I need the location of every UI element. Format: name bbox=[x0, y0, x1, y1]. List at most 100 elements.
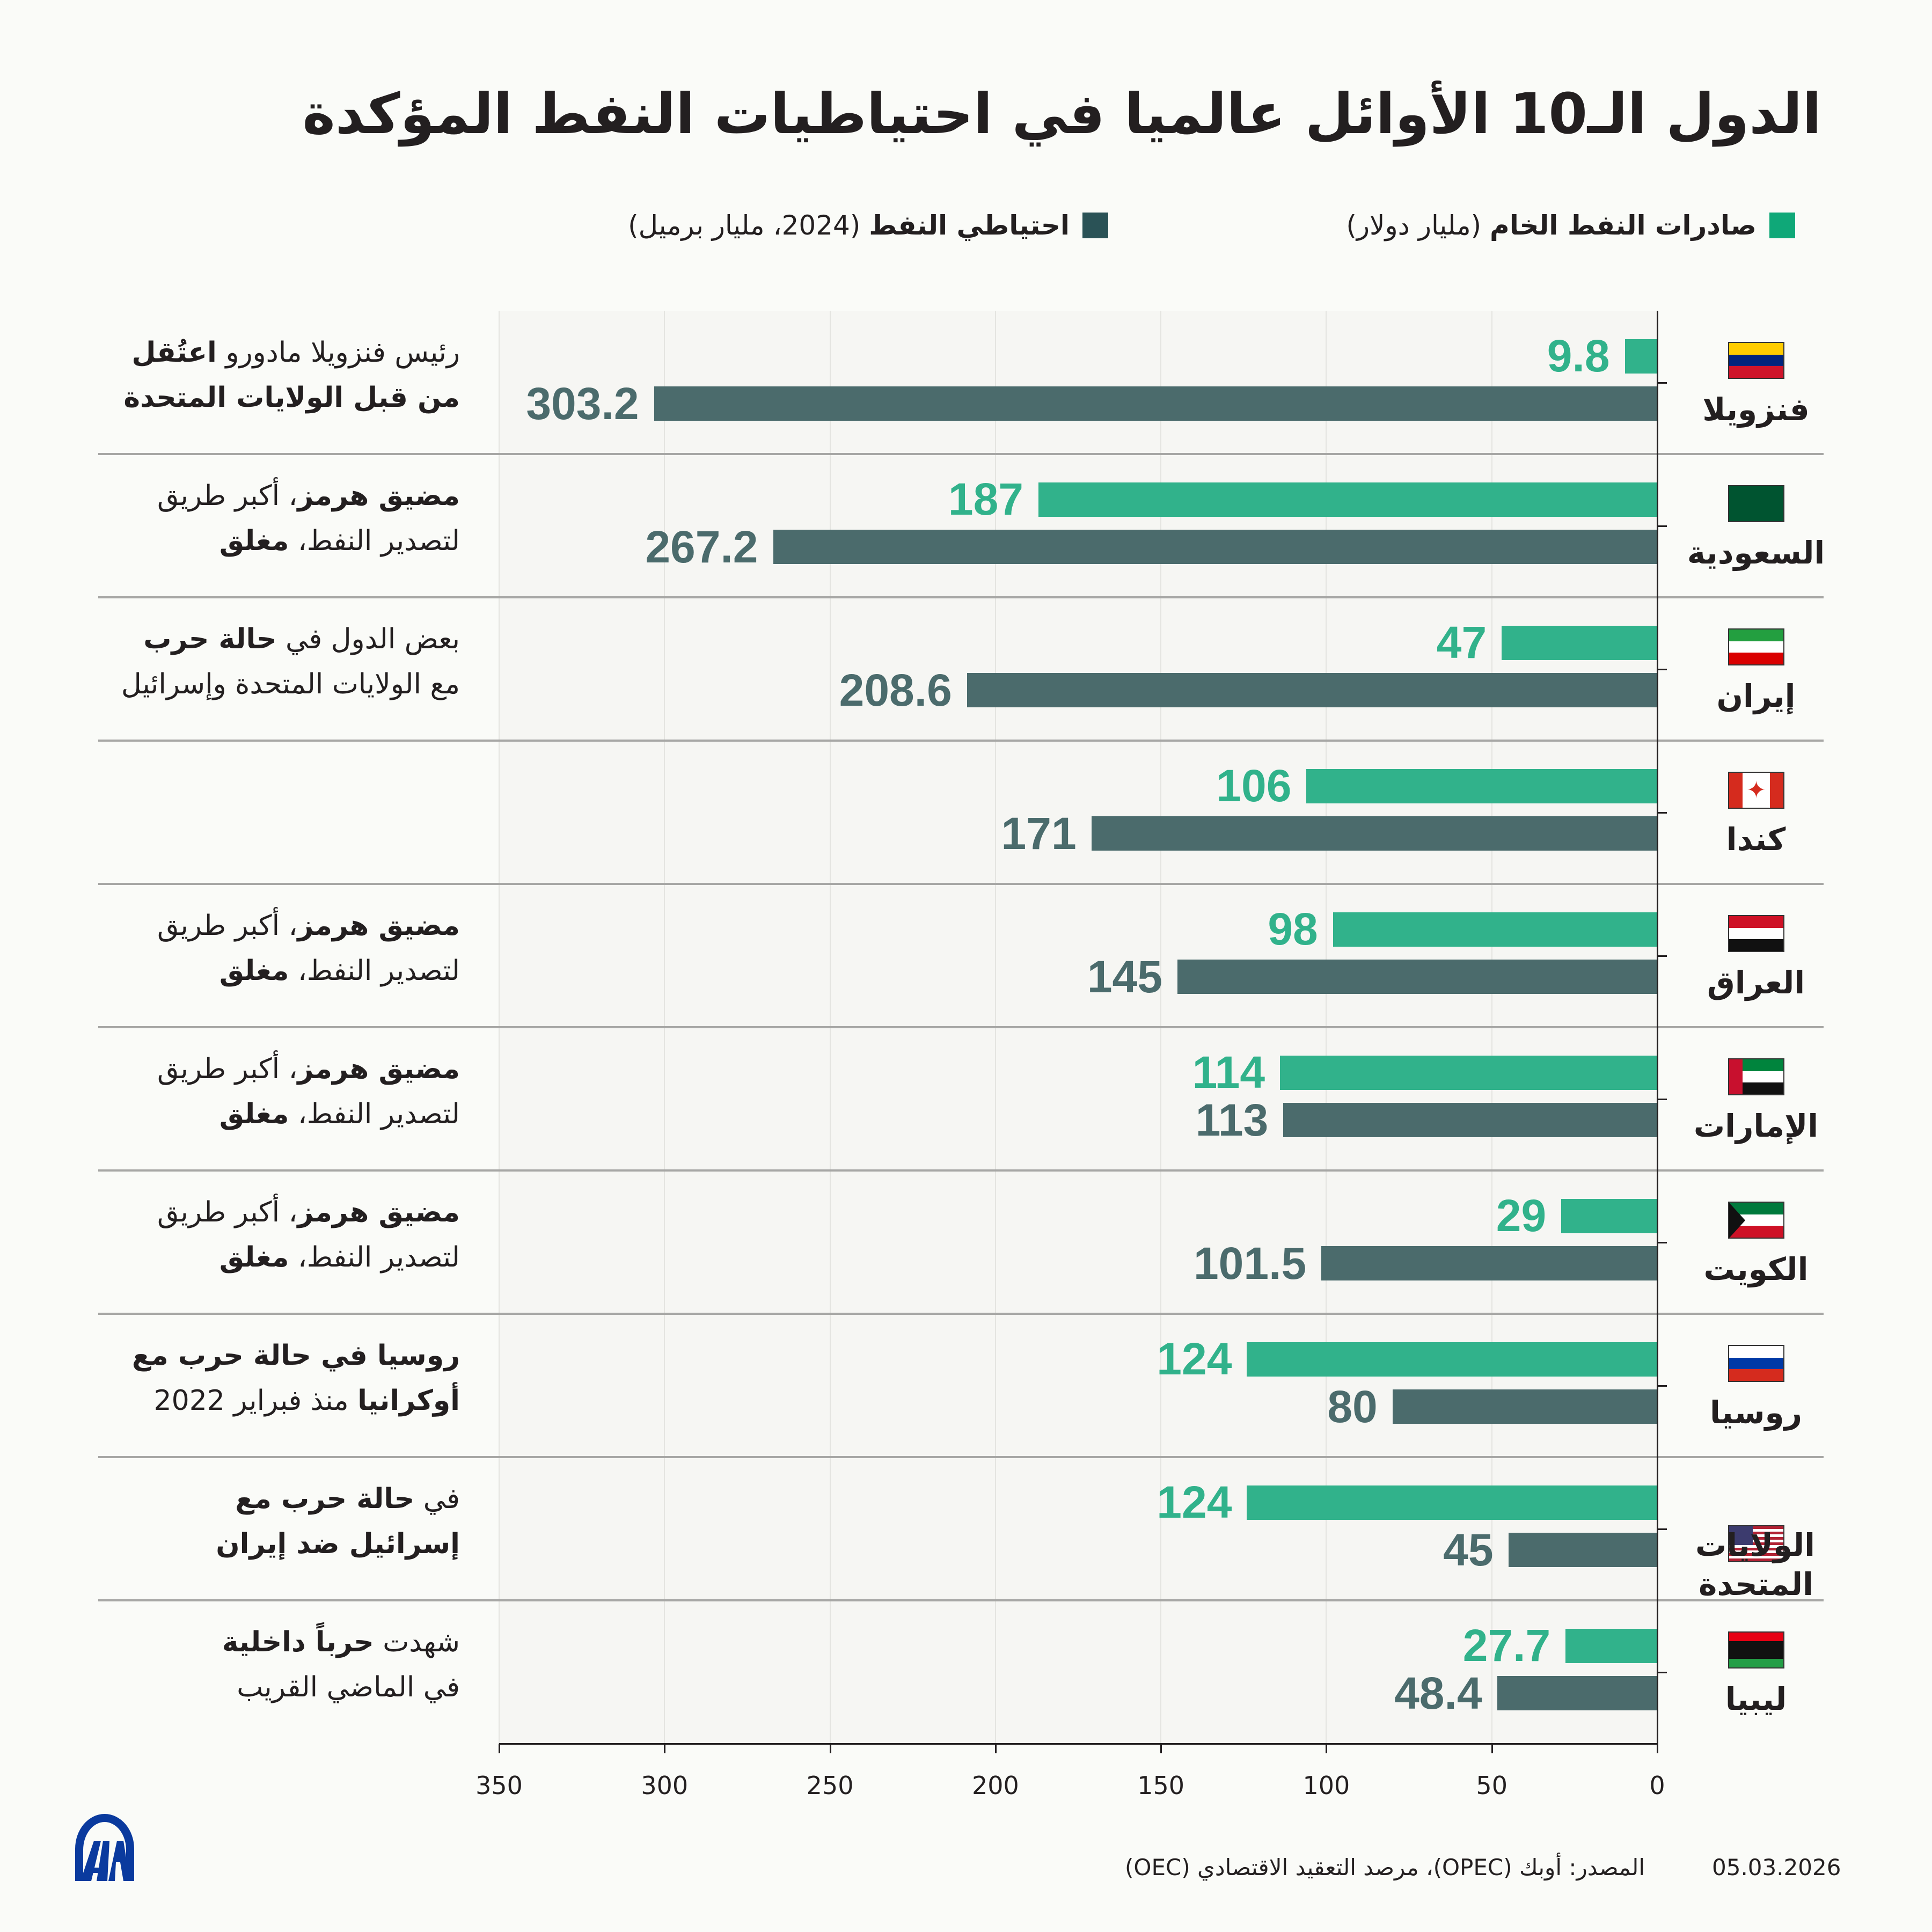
bar-reserves[interactable] bbox=[1497, 1676, 1657, 1710]
bar-reserves[interactable] bbox=[1321, 1246, 1657, 1280]
y-tick-mark bbox=[1657, 1241, 1667, 1243]
annotation-emphasis: حالة حرب مع bbox=[235, 1483, 415, 1515]
annotation-line: مضيق هرمز، أكبر طريق bbox=[157, 1198, 460, 1226]
data-label-exports: 98 bbox=[1268, 904, 1318, 954]
chart-title: الدول الـ10 الأوائل عالميا في احتياطيات … bbox=[302, 81, 1821, 147]
x-tick-label: 150 bbox=[1137, 1771, 1185, 1800]
data-label-exports: 124 bbox=[1157, 1334, 1232, 1384]
flag-canada-icon: ✦ bbox=[1728, 772, 1784, 809]
x-tick-mark bbox=[829, 1744, 831, 1753]
annotation-emphasis: مضيق هرمز bbox=[297, 910, 460, 942]
x-axis-line bbox=[499, 1743, 1658, 1745]
row-separator bbox=[98, 596, 1824, 598]
y-tick-mark bbox=[1657, 668, 1667, 670]
annotation-text: مع الولايات المتحدة وإسرائيل bbox=[121, 668, 460, 700]
bar-exports[interactable] bbox=[1502, 626, 1657, 660]
country-name: السعودية bbox=[1687, 535, 1825, 571]
legend-item-exports: صادرات النفط الخام (مليار دولار) bbox=[1346, 212, 1795, 239]
bar-chart: 350 300 250 200 150 100 50 0 9.8 303.2 فنزويلا رئيس… bbox=[0, 0, 1932, 1800]
annotation-emphasis: مضيق هرمز bbox=[297, 1053, 460, 1085]
annotation-line: لتصدير النفط، مغلق bbox=[219, 957, 460, 985]
y-tick-mark bbox=[1657, 1098, 1667, 1100]
annotation-line: مضيق هرمز، أكبر طريق bbox=[157, 912, 460, 940]
bar-reserves[interactable] bbox=[1283, 1103, 1657, 1137]
x-tick-label: 200 bbox=[971, 1771, 1019, 1800]
bar-reserves[interactable] bbox=[654, 386, 1657, 421]
annotation-line: روسيا في حالة حرب مع bbox=[132, 1342, 460, 1370]
country-name: الولايات المتحدة bbox=[1695, 1527, 1815, 1602]
annotation-emphasis: إسرائيل ضد إيران bbox=[216, 1528, 460, 1560]
y-tick-mark bbox=[1657, 1528, 1667, 1530]
annotation-line: في حالة حرب مع bbox=[235, 1485, 460, 1513]
data-label-exports: 187 bbox=[948, 474, 1024, 524]
x-tick-mark bbox=[994, 1744, 997, 1753]
row-separator bbox=[98, 453, 1824, 455]
bar-reserves[interactable] bbox=[773, 530, 1657, 564]
annotation-emphasis: مغلق bbox=[219, 1241, 289, 1274]
data-label-exports: 124 bbox=[1157, 1477, 1232, 1527]
country-name: فنزويلا bbox=[1702, 391, 1810, 428]
row-separator bbox=[98, 883, 1824, 885]
country-name: كندا bbox=[1726, 821, 1786, 858]
footer-source: المصدر: أوبك (OPEC)، مرصد التعقيد الاقتص… bbox=[1125, 1854, 1645, 1880]
bar-exports[interactable] bbox=[1247, 1485, 1657, 1520]
legend-swatch-reserves bbox=[1082, 213, 1108, 238]
x-tick-label: 50 bbox=[1476, 1771, 1507, 1800]
annotation-emphasis: روسيا في حالة حرب مع bbox=[131, 1340, 460, 1372]
y-axis-line bbox=[1657, 311, 1658, 1745]
annotation-text: بعض الدول في bbox=[276, 623, 460, 655]
bar-exports[interactable] bbox=[1280, 1056, 1657, 1090]
annotation-text: ، أكبر طريق bbox=[157, 480, 298, 512]
row-separator bbox=[98, 1456, 1824, 1458]
data-label-reserves: 208.6 bbox=[839, 665, 952, 715]
bar-reserves[interactable] bbox=[1392, 1389, 1657, 1424]
annotation-emphasis: مغلق bbox=[219, 1098, 289, 1130]
y-tick-mark bbox=[1657, 955, 1667, 957]
annotation-text: في bbox=[414, 1483, 460, 1515]
data-label-reserves: 113 bbox=[1195, 1095, 1269, 1145]
annotation-line: أوكرانيا منذ فبراير 2022 bbox=[154, 1387, 460, 1415]
row-separator bbox=[98, 1169, 1824, 1172]
bar-reserves[interactable] bbox=[1508, 1533, 1657, 1567]
annotation-emphasis: اعتُقل bbox=[131, 336, 217, 369]
flag-kuwait-icon bbox=[1728, 1202, 1784, 1239]
annotation-line: مضيق هرمز، أكبر طريق bbox=[157, 1055, 460, 1083]
annotation-emphasis: مغلق bbox=[219, 955, 289, 987]
bar-exports[interactable] bbox=[1624, 339, 1657, 374]
x-tick-mark bbox=[1326, 1744, 1328, 1753]
annotation-text: ، أكبر طريق bbox=[157, 910, 298, 942]
bar-exports[interactable] bbox=[1333, 912, 1657, 947]
country-name: العراق bbox=[1707, 964, 1805, 1001]
x-tick-label: 100 bbox=[1302, 1771, 1350, 1800]
annotation-emphasis: مضيق هرمز bbox=[297, 480, 460, 512]
country-name: إيران bbox=[1716, 678, 1796, 714]
data-label-reserves: 101.5 bbox=[1193, 1238, 1307, 1289]
annotation-text: شهدت bbox=[374, 1626, 460, 1658]
annotation-text: ، أكبر طريق bbox=[157, 1053, 298, 1085]
bar-exports[interactable] bbox=[1038, 482, 1657, 517]
data-label-exports: 27.7 bbox=[1462, 1620, 1551, 1671]
annotation-emphasis: من قبل الولايات المتحدة bbox=[123, 382, 460, 414]
bar-exports[interactable] bbox=[1247, 1342, 1657, 1377]
flag-iran-icon bbox=[1728, 628, 1784, 665]
x-tick-label: 300 bbox=[641, 1771, 689, 1800]
annotation-line: مضيق هرمز، أكبر طريق bbox=[157, 482, 460, 510]
annotation-text: لتصدير النفط، bbox=[289, 525, 460, 557]
bar-exports[interactable] bbox=[1561, 1199, 1657, 1233]
x-tick-mark bbox=[499, 1744, 500, 1753]
row-separator bbox=[98, 1026, 1824, 1028]
country-name: ليبيا bbox=[1725, 1681, 1787, 1717]
flag-saudi-arabia-icon bbox=[1728, 485, 1784, 522]
bar-reserves[interactable] bbox=[1091, 816, 1657, 851]
x-tick-mark bbox=[1657, 1744, 1658, 1753]
bar-reserves[interactable] bbox=[967, 673, 1657, 707]
flag-iraq-icon bbox=[1728, 915, 1784, 952]
bar-exports[interactable] bbox=[1565, 1629, 1657, 1663]
annotation-line: إسرائيل ضد إيران bbox=[216, 1530, 460, 1558]
bar-exports[interactable] bbox=[1306, 769, 1657, 803]
bar-reserves[interactable] bbox=[1177, 960, 1657, 994]
annotation-text: لتصدير النفط، bbox=[289, 1098, 460, 1130]
data-label-reserves: 45 bbox=[1443, 1525, 1494, 1575]
data-label-exports: 114 bbox=[1192, 1047, 1265, 1097]
y-tick-mark bbox=[1657, 1671, 1667, 1673]
